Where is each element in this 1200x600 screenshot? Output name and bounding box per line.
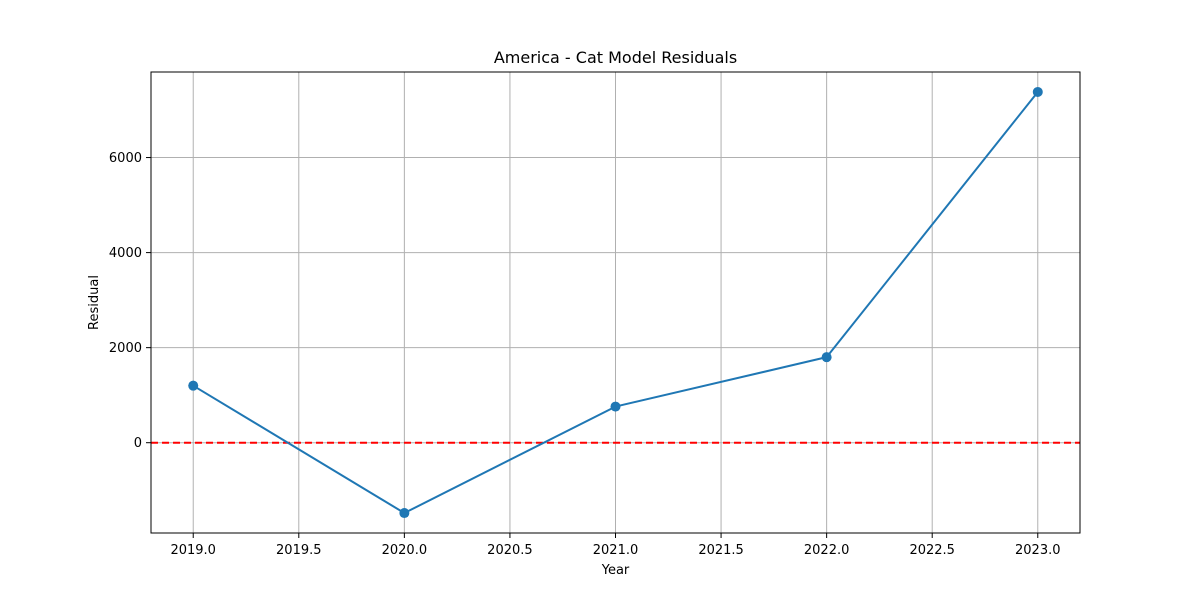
- y-axis-ticks: 0 2000 4000 6000: [109, 151, 151, 451]
- chart-title: America - Cat Model Residuals: [494, 48, 737, 67]
- y-tick-label: 4000: [109, 246, 142, 261]
- y-tick-label: 0: [134, 436, 142, 451]
- x-tick-label: 2021.5: [698, 543, 744, 558]
- y-tick-label: 2000: [109, 341, 142, 356]
- x-tick-label: 2020.5: [487, 543, 533, 558]
- x-tick-label: 2022.5: [909, 543, 955, 558]
- x-tick-label: 2019.5: [276, 543, 322, 558]
- x-tick-label: 2019.0: [170, 543, 216, 558]
- y-axis-label: Residual: [87, 275, 102, 330]
- x-axis-ticks: 2019.0 2019.5 2020.0 2020.5 2021.0 2021.5 2022…: [170, 533, 1061, 558]
- x-tick-label: 2020.0: [382, 543, 428, 558]
- x-tick-label: 2021.0: [593, 543, 639, 558]
- data-point: [188, 380, 199, 391]
- data-point: [821, 352, 832, 363]
- data-point: [610, 401, 621, 412]
- x-axis-label: Year: [601, 563, 630, 578]
- x-tick-label: 2022.0: [804, 543, 850, 558]
- data-point: [399, 508, 410, 519]
- y-tick-label: 6000: [109, 151, 142, 166]
- series-layer: [188, 86, 1043, 519]
- x-tick-label: 2023.0: [1015, 543, 1061, 558]
- data-point: [1032, 86, 1043, 97]
